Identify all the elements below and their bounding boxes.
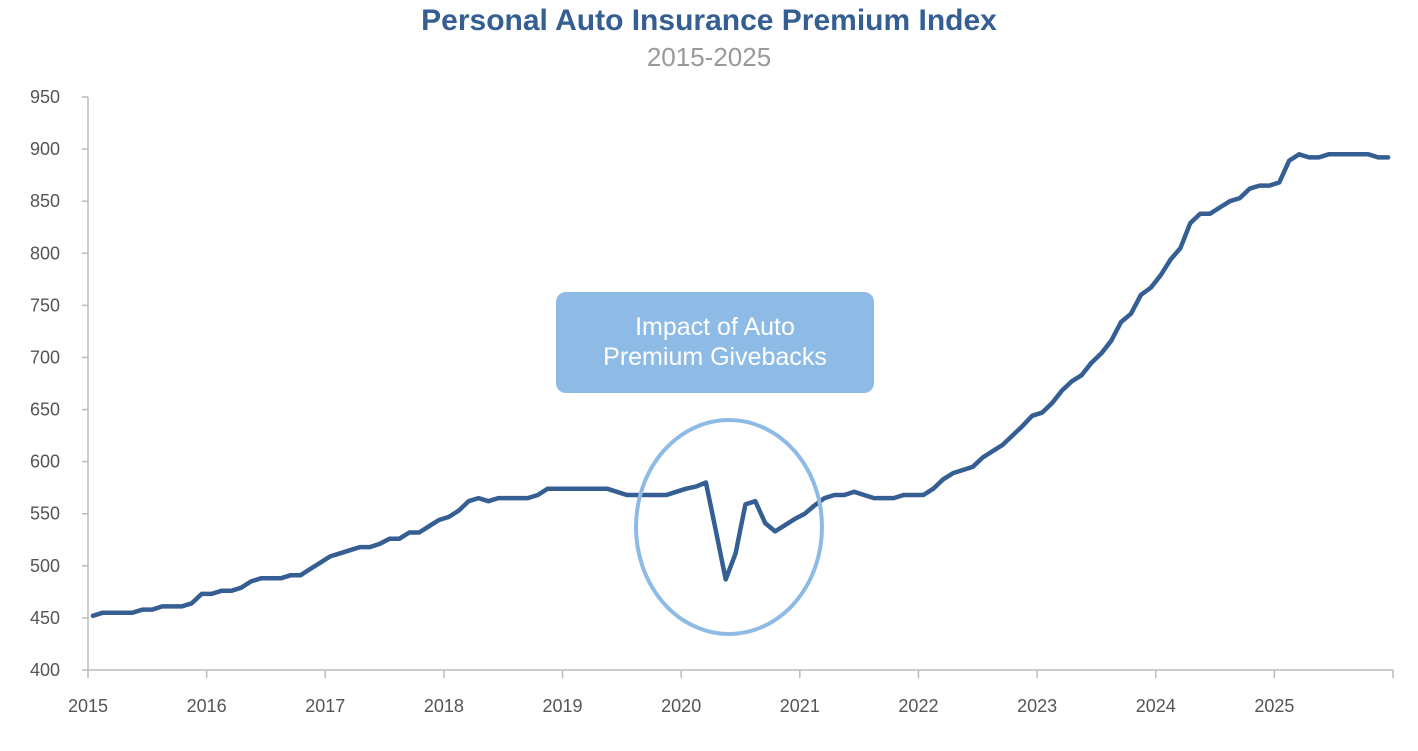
x-tick-label: 2020 <box>661 696 701 716</box>
axes: 400 450 500 550 600 650 700 750 800 850 900 950 2015… <box>30 87 1394 716</box>
annotation: Impact of Auto Premium Givebacks <box>556 292 874 636</box>
y-tick-label: 900 <box>30 139 60 159</box>
x-tick-label: 2017 <box>305 696 345 716</box>
y-tick-label: 750 <box>30 295 60 315</box>
x-tick-label: 2025 <box>1254 696 1294 716</box>
x-tick-label: 2024 <box>1136 696 1176 716</box>
x-tick-label: 2023 <box>1017 696 1057 716</box>
y-tick-label: 550 <box>30 504 60 524</box>
y-tick-label: 500 <box>30 556 60 576</box>
y-tick-label: 700 <box>30 347 60 367</box>
annotation-circle <box>634 418 824 636</box>
x-tick-label: 2016 <box>187 696 227 716</box>
y-tick-label: 800 <box>30 243 60 263</box>
annotation-line-1: Impact of Auto <box>635 313 795 341</box>
x-tick-label: 2021 <box>780 696 820 716</box>
y-tick-label: 600 <box>30 452 60 472</box>
series-line-premium-index <box>90 152 1391 619</box>
y-tick-label: 850 <box>30 191 60 211</box>
x-tick-label: 2022 <box>898 696 938 716</box>
annotation-line-2: Premium Givebacks <box>603 343 827 371</box>
y-tick-label: 400 <box>30 660 60 680</box>
x-tick-label: 2015 <box>68 696 108 716</box>
chart-title: Personal Auto Insurance Premium Index <box>421 4 997 37</box>
y-tick-label: 950 <box>30 87 60 107</box>
y-tick-label: 450 <box>30 608 60 628</box>
x-tick-label: 2019 <box>543 696 583 716</box>
y-tick-label: 650 <box>30 400 60 420</box>
annotation-box <box>556 292 874 393</box>
chart-subtitle: 2015-2025 <box>647 42 771 72</box>
series-layer <box>90 152 1391 619</box>
x-tick-label: 2018 <box>424 696 464 716</box>
